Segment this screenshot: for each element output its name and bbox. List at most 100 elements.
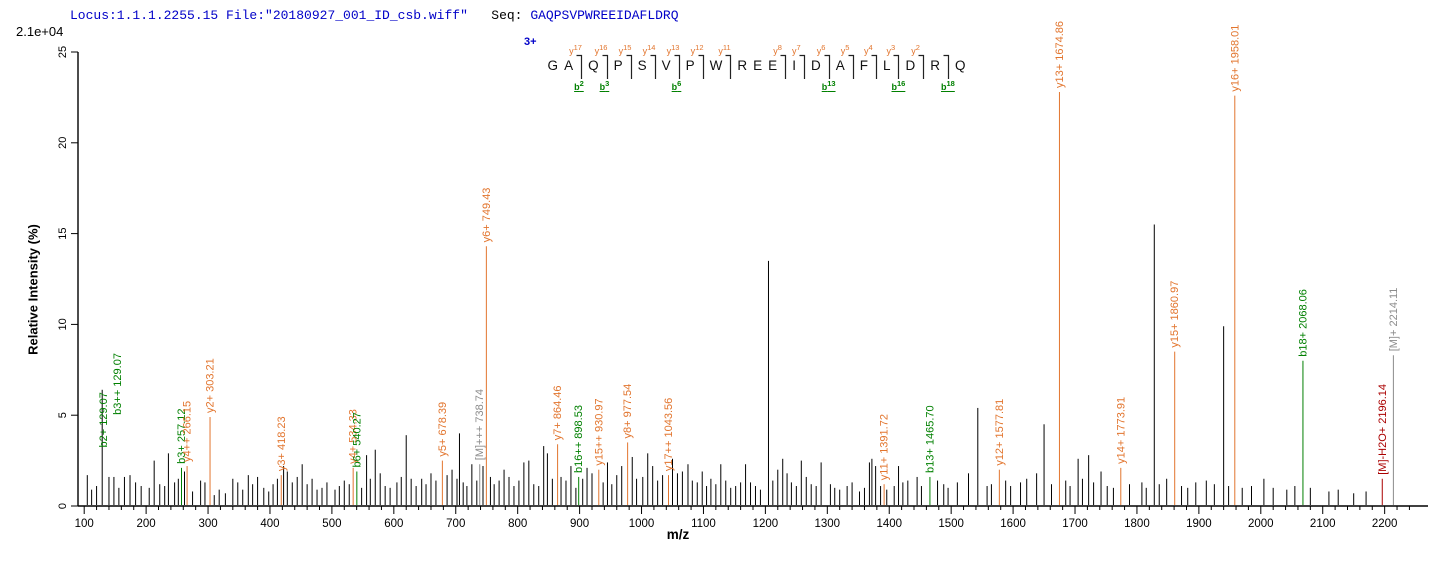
x-tick-label: 700 xyxy=(446,518,465,530)
y-tick-label: 20 xyxy=(57,137,69,149)
peak-label: y4++ 266.15 xyxy=(182,401,194,462)
x-tick-label: 100 xyxy=(75,518,94,530)
fragment-divider: y5 xyxy=(841,43,857,82)
x-tick-label: 300 xyxy=(198,518,217,530)
y-ion-marker: y13 xyxy=(666,43,680,56)
y-ion-marker: y12 xyxy=(690,43,704,56)
y-tick-label: 5 xyxy=(57,412,69,418)
residue: G xyxy=(547,58,559,73)
sequence-text: GAQPSVPWREEIDAFLDRQ xyxy=(530,8,679,23)
residue: L xyxy=(882,58,891,73)
peak-label: y17++ 1043.56 xyxy=(663,398,675,471)
peak-label: [M]+ 2214.11 xyxy=(1388,288,1400,352)
y-ion-marker: y6 xyxy=(816,43,826,56)
fragment-divider: b18 xyxy=(941,52,955,92)
residue: A xyxy=(564,58,574,73)
y-tick-label: 25 xyxy=(57,46,69,58)
b-ion-marker: b2 xyxy=(574,79,584,92)
peak-label: y8+ 977.54 xyxy=(622,384,634,439)
fragment-divider: y2 xyxy=(911,43,927,82)
residue: Q xyxy=(588,58,599,73)
x-tick-label: 1500 xyxy=(938,518,964,530)
x-tick-label: 1800 xyxy=(1124,518,1150,530)
precursor-charge: 3+ xyxy=(524,36,537,48)
b-ion-marker: b13 xyxy=(821,79,836,92)
b-ion-marker: b3 xyxy=(599,79,610,92)
y-ion-marker: y14 xyxy=(642,43,656,56)
y-tick-label: 10 xyxy=(57,318,69,330)
residue: R xyxy=(737,58,748,73)
seq-label: Seq: xyxy=(491,8,523,23)
fragment-divider: y17 b2 xyxy=(569,43,585,92)
fragment-divider: y13 b6 xyxy=(667,43,683,92)
fragment-divider: y16 b3 xyxy=(595,43,611,92)
peak-label: y3+ 418.23 xyxy=(276,416,288,471)
peak-label: b18+ 2068.06 xyxy=(1297,289,1309,357)
x-tick-label: 1000 xyxy=(629,518,655,530)
fragment-divider: y6 b13 xyxy=(817,43,836,92)
y-ion-marker: y4 xyxy=(863,43,873,56)
y-ion-marker: y8 xyxy=(773,43,782,56)
peak-label: y11+ 1391.72 xyxy=(879,414,891,480)
peak-label: y15++ 930.97 xyxy=(593,398,605,465)
locus-file-text: Locus:1.1.1.2255.15 File:"20180927_001_I… xyxy=(70,8,468,23)
peak-label: y14+ 1773.91 xyxy=(1115,397,1127,464)
residue: S xyxy=(637,58,647,73)
peak-label: y12+ 1577.81 xyxy=(994,399,1006,466)
x-tick-label: 400 xyxy=(260,518,279,530)
residue: P xyxy=(685,58,695,73)
y-ion-marker: y17 xyxy=(569,43,582,56)
peak-label: b3+ 257.12 xyxy=(176,408,188,463)
b-ion-marker: b18 xyxy=(940,79,955,92)
x-tick-label: 1100 xyxy=(691,518,716,530)
x-tick-label: 800 xyxy=(508,518,527,530)
peak-label: y16+ 1958.01 xyxy=(1229,25,1241,92)
fragment-divider: y3 b16 xyxy=(886,43,905,92)
fragment-divider: y15 xyxy=(619,43,635,82)
residue: W xyxy=(709,58,723,73)
peak-label: b2+ 129.07 xyxy=(98,392,110,447)
fragment-divider: y7 xyxy=(792,43,808,82)
residue: A xyxy=(835,58,845,73)
fragment-divider: y11 xyxy=(718,43,734,82)
peak-label: y13+ 1674.86 xyxy=(1054,21,1066,88)
y-ion-marker: y3 xyxy=(886,43,896,56)
x-tick-label: 1600 xyxy=(1000,518,1026,530)
peak-label: [M]+++ 738.74 xyxy=(474,389,486,460)
x-tick-label: 600 xyxy=(384,518,403,530)
residue: D xyxy=(905,58,916,73)
peak-label: b16++ 898.53 xyxy=(573,405,585,473)
x-tick-label: 2000 xyxy=(1248,518,1274,530)
y-tick-label: 0 xyxy=(57,503,69,509)
residue: P xyxy=(613,58,623,73)
intensity-scale-note: 2.1e+04 xyxy=(16,24,64,39)
residue: E xyxy=(768,58,778,73)
peak-label: [M]-H2O+ 2196.14 xyxy=(1377,384,1389,475)
peak-label: y7+ 864.46 xyxy=(552,386,564,441)
residue: I xyxy=(792,58,796,73)
fragment-divider: y4 xyxy=(864,43,880,82)
y-ion-marker: y16 xyxy=(594,43,608,56)
peak-label: y15+ 1860.97 xyxy=(1169,281,1181,348)
peak-label: b13+ 1465.70 xyxy=(924,405,936,473)
residue: V xyxy=(661,58,671,73)
x-tick-label: 1700 xyxy=(1062,518,1088,530)
x-tick-label: 2100 xyxy=(1310,518,1336,530)
x-axis-title: m/z xyxy=(666,527,690,542)
y-ion-marker: y11 xyxy=(718,43,731,56)
y-ion-marker: y5 xyxy=(840,43,850,56)
x-tick-label: 500 xyxy=(322,518,341,530)
residue: F xyxy=(859,58,868,73)
peak-label: y5+ 678.39 xyxy=(437,402,449,457)
fragment-divider: y8 xyxy=(773,43,789,82)
b-ion-marker: b6 xyxy=(671,79,682,92)
x-tick-label: 200 xyxy=(137,518,156,530)
residue: Q xyxy=(954,58,966,73)
y-ion-marker: y2 xyxy=(911,43,920,56)
x-tick-label: 900 xyxy=(570,518,589,530)
peak-label: y6+ 749.43 xyxy=(481,188,493,243)
